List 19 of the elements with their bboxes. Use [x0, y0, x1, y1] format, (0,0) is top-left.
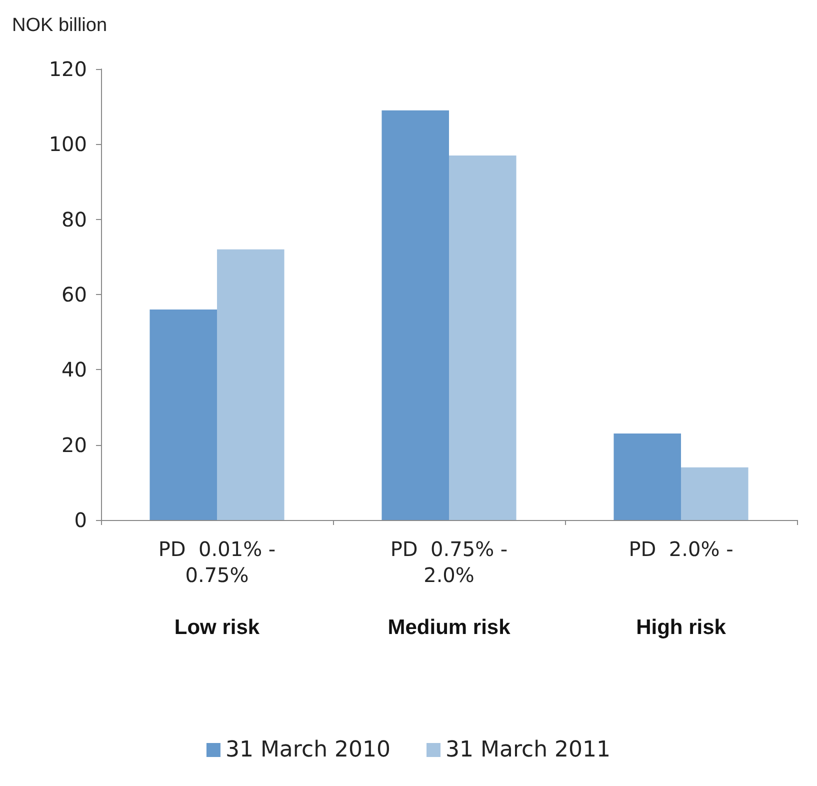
bar — [217, 249, 284, 520]
bar — [382, 110, 449, 520]
legend-label: 31 March 2011 — [446, 738, 611, 762]
y-tick-label: 0 — [74, 508, 87, 532]
bar — [150, 310, 217, 520]
bar — [681, 467, 748, 520]
y-tick-label: 40 — [62, 358, 87, 382]
category-label: PD 2.0% - High risk — [628, 537, 734, 639]
y-tick-label: 120 — [48, 57, 87, 81]
legend-label: 31 March 2010 — [225, 738, 391, 762]
y-tick-label: 60 — [62, 282, 87, 306]
category-label: PD 0.01% - 0.75% Low risk — [158, 537, 276, 639]
y-tick-label: 80 — [62, 207, 87, 232]
bar — [449, 155, 516, 520]
category-label: PD 0.75% - 2.0% Medium risk — [388, 537, 510, 639]
y-axis-title: NOK billion — [12, 15, 108, 36]
bar — [614, 434, 681, 520]
y-tick-label: 100 — [48, 132, 87, 156]
y-tick-label: 20 — [62, 432, 87, 457]
